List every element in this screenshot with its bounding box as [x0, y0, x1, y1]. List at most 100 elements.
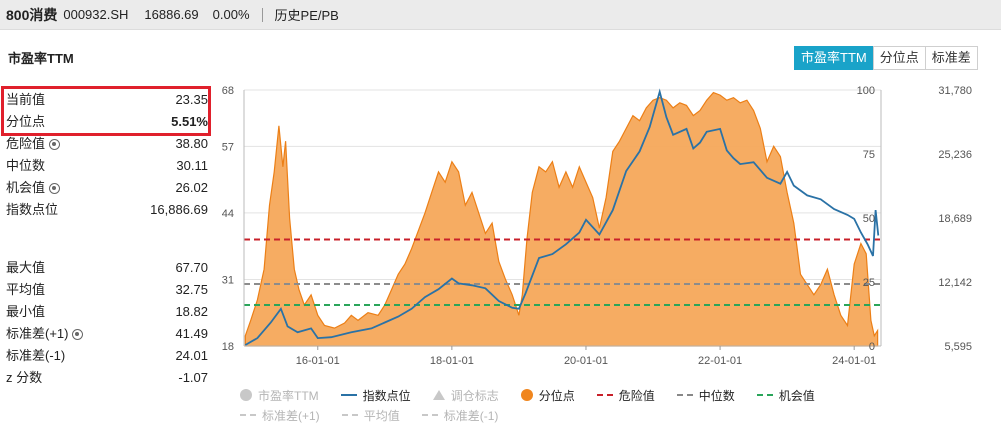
stat-label: 指数点位 — [6, 202, 59, 217]
x-tick-label: 24-01-01 — [832, 355, 876, 367]
legend-label: 市盈率TTM — [258, 388, 319, 403]
stat-median: 中位数 30.11 — [6, 155, 208, 177]
stat-value: 16,886.69 — [150, 202, 208, 217]
stat-value: 41.49 — [175, 326, 208, 341]
legend-item[interactable]: 市盈率TTM — [240, 387, 319, 404]
header-bar: 800消费 000932.SH 16886.69 0.00% 历史PE/PB — [0, 0, 1001, 30]
pe-tick-label: 44 — [222, 208, 234, 220]
legend-label: 指数点位 — [362, 388, 411, 403]
stat-index-level: 指数点位 16,886.69 — [6, 199, 208, 221]
legend-label: 分位点 — [538, 388, 575, 403]
stat-label: 标准差(-1) — [6, 348, 66, 363]
legend-symbol-icon — [340, 394, 357, 396]
stat-std-plus: 标准差(+1) 41.49 — [6, 323, 208, 345]
tab-pe-ttm[interactable]: 市盈率TTM — [794, 46, 874, 70]
stat-std-minus: 标准差(-1) 24.01 — [6, 345, 208, 367]
legend-item[interactable]: 机会值 — [756, 387, 815, 404]
legend-symbol-icon — [676, 394, 693, 396]
stat-value: 24.01 — [175, 348, 208, 363]
legend-label: 中位数 — [698, 388, 735, 403]
x-tick-label: 18-01-01 — [430, 355, 474, 367]
x-tick-label: 20-01-01 — [564, 355, 608, 367]
index-change: 0.00% — [212, 7, 250, 22]
index-code: 000932.SH — [63, 7, 129, 22]
legend-label: 标准差(+1) — [262, 408, 320, 423]
legend-symbol-icon — [756, 394, 773, 396]
index-line — [244, 88, 880, 346]
percentile-tick-label: 0 — [869, 341, 875, 353]
percentile-area — [244, 91, 879, 347]
pe-tick-label: 68 — [222, 85, 234, 97]
stat-label: 最小值 — [6, 304, 46, 319]
pe-tick-label: 31 — [222, 274, 234, 286]
stat-label: 中位数 — [6, 158, 46, 173]
history-pe-pb-link[interactable]: 历史PE/PB — [274, 8, 339, 23]
legend-symbol-icon — [240, 389, 252, 401]
index-price: 16886.69 — [144, 7, 199, 22]
chart-legend: 市盈率TTM 指数点位 调仓标志 分位点 危险值 中位数 机会值 标准差(+1) 平均值 标准差… — [240, 385, 960, 425]
percentile-tick-label: 50 — [863, 213, 875, 225]
percentile-tick-label: 25 — [863, 277, 875, 289]
stat-label: 危险值 — [6, 136, 46, 151]
pe-tick-label: 57 — [222, 141, 234, 153]
legend-item[interactable]: 标准差(+1) — [240, 407, 320, 424]
settings-gear-icon[interactable] — [49, 182, 61, 194]
tab-percentile[interactable]: 分位点 — [872, 46, 926, 70]
settings-gear-icon[interactable] — [49, 138, 61, 150]
legend-symbol-icon — [240, 414, 256, 416]
legend-label: 标准差(-1) — [443, 408, 499, 423]
legend-item[interactable]: 标准差(-1) — [421, 407, 499, 424]
stat-value: 5.51% — [171, 114, 208, 129]
stat-zscore: z 分数 -1.07 — [6, 367, 208, 389]
index-tick-label: 18,689 — [938, 213, 972, 225]
stat-label: 分位点 — [6, 114, 46, 129]
stat-value: 32.75 — [175, 282, 208, 297]
section-title: 市盈率TTM — [8, 51, 74, 66]
stat-current: 当前值 23.35 — [6, 89, 208, 111]
stat-value: 38.80 — [175, 136, 208, 151]
stat-danger: 危险值 38.80 — [6, 133, 208, 155]
legend-item[interactable]: 指数点位 — [340, 387, 411, 404]
stat-value: 67.70 — [175, 260, 208, 275]
legend-symbol-icon — [520, 389, 533, 401]
legend-label: 危险值 — [618, 388, 655, 403]
stat-value: 26.02 — [175, 180, 208, 195]
legend-item[interactable]: 平均值 — [341, 407, 400, 424]
percentile-tick-label: 100 — [857, 85, 875, 97]
index-tick-label: 25,236 — [938, 149, 972, 161]
metric-tabs: 市盈率TTM 分位点 标准差 — [794, 46, 978, 70]
legend-label: 机会值 — [778, 388, 815, 403]
legend-item[interactable]: 调仓标志 — [432, 387, 499, 404]
index-tick-label: 31,780 — [938, 85, 972, 97]
highlight-box — [1, 86, 211, 136]
stat-value: 30.11 — [176, 158, 208, 173]
stat-label: 平均值 — [6, 282, 46, 297]
legend-item[interactable]: 分位点 — [520, 387, 575, 404]
settings-gear-icon[interactable] — [72, 328, 84, 340]
stat-mean: 平均值 32.75 — [6, 279, 208, 301]
stat-label: 最大值 — [6, 260, 46, 275]
stat-min: 最小值 18.82 — [6, 301, 208, 323]
index-tick-label: 5,595 — [944, 341, 972, 353]
stat-label: 当前值 — [6, 92, 46, 107]
x-tick-label: 22-01-01 — [698, 355, 742, 367]
stat-percentile: 分位点 5.51% — [6, 111, 208, 133]
pe-chart[interactable]: 18 31 44 57 68 0 25 50 75 100 5,595 12,142 18,689 25,… — [212, 78, 1001, 378]
legend-symbol-icon — [341, 414, 358, 416]
pe-tick-label: 18 — [222, 341, 234, 353]
stat-value: 18.82 — [175, 304, 208, 319]
stat-label: z 分数 — [6, 370, 43, 385]
stat-value: -1.07 — [178, 370, 208, 385]
legend-label: 调仓标志 — [450, 388, 499, 403]
legend-item[interactable]: 中位数 — [676, 387, 735, 404]
stat-max: 最大值 67.70 — [6, 257, 208, 279]
tab-std-dev[interactable]: 标准差 — [924, 46, 978, 70]
stat-label: 机会值 — [6, 180, 46, 195]
legend-symbol-icon — [421, 414, 438, 416]
legend-item[interactable]: 危险值 — [596, 387, 655, 404]
index-tick-label: 12,142 — [938, 277, 972, 289]
percentile-tick-label: 75 — [863, 149, 875, 161]
header-divider — [261, 7, 263, 22]
index-name: 800消费 — [6, 6, 58, 23]
stat-value: 23.35 — [175, 92, 208, 107]
